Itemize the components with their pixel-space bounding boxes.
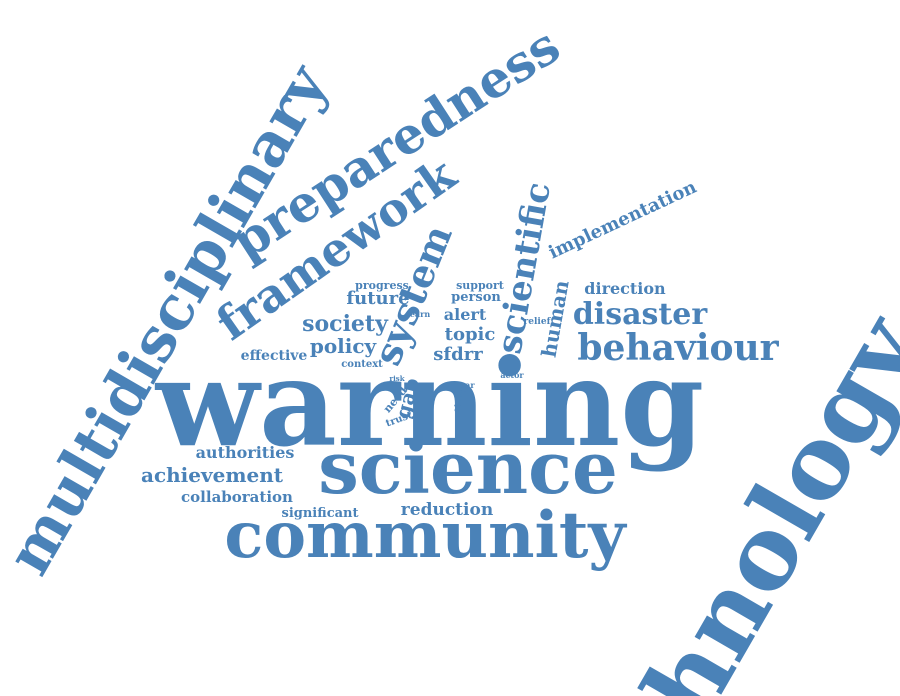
word-year: year [454,380,475,390]
word-group: warningsciencecommunitytechnologymultidi… [0,16,900,696]
word-support: support [456,279,505,292]
word-future: future [346,288,409,309]
word-earn: earn [410,309,430,319]
word-disaster: disaster [573,297,709,332]
word-effective: effective [241,348,308,364]
word-actor: actor [500,370,524,380]
word-science: science [318,425,618,510]
word-implementation: implementation [545,177,699,264]
word-context: context [341,359,383,370]
word-behaviour: behaviour [577,327,779,369]
word-progress: progress [355,279,409,292]
word-direction: direction [584,279,666,298]
word-sfdrr: sfdrr [433,344,483,365]
word-society: society [302,311,389,337]
word-achievement: achievement [141,463,284,487]
word-topic: topic [445,324,496,345]
word-risk: risk [389,374,404,383]
word-community: community [224,498,627,573]
word-authorities: authorities [196,443,295,462]
word-relief: relief [524,317,552,327]
word-person: person [451,290,501,305]
word-policy: policy [310,334,378,358]
word-alert: alert [444,305,487,324]
word-collaboration: collaboration [181,488,293,506]
word-warning: warning [154,333,704,474]
word-significant: significant [282,506,359,521]
word-reduction: reduction [401,500,493,520]
